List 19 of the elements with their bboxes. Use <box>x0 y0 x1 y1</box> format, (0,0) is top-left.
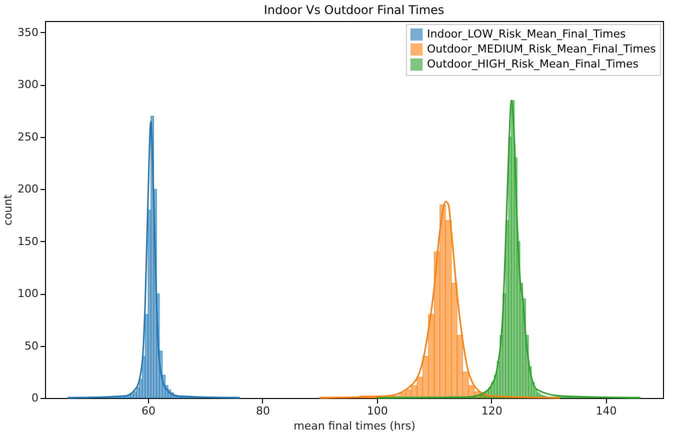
x-tick-label: 100 <box>366 404 388 418</box>
y-axis-title: count <box>2 194 15 226</box>
y-tick-label: 0 <box>32 392 38 404</box>
legend-label: Outdoor_MEDIUM_Risk_Mean_Final_Times <box>427 42 656 56</box>
y-tick-label: 250 <box>18 130 38 144</box>
x-tick-label: 60 <box>142 404 156 418</box>
y-tick-label: 300 <box>18 78 38 92</box>
legend-label: Outdoor_HIGH_Risk_Mean_Final_Times <box>427 58 639 70</box>
y-tick-label: 50 <box>24 339 38 352</box>
y-tick-label: 200 <box>18 182 38 196</box>
y-tick-label: 350 <box>18 26 38 39</box>
x-tick-label: 120 <box>481 404 502 418</box>
y-tick-label: 100 <box>18 287 38 300</box>
x-tick-label: 140 <box>596 404 617 418</box>
chart-title: Indoor Vs Outdoor Final Times <box>264 3 444 17</box>
legend-label: Indoor_LOW_Risk_Mean_Final_Times <box>427 28 626 40</box>
x-tick-label: 80 <box>256 404 270 418</box>
y-tick-label: 150 <box>18 234 38 248</box>
x-axis-title: mean final times (hrs) <box>294 420 416 432</box>
